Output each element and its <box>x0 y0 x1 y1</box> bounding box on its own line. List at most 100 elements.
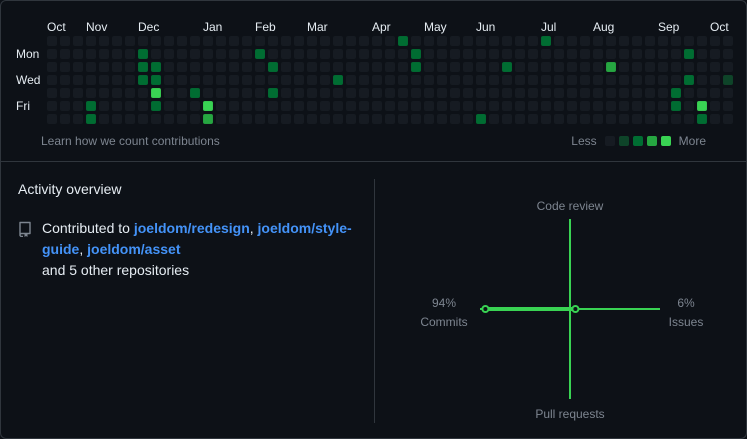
contribution-day-cell[interactable] <box>671 101 681 111</box>
contribution-day-cell[interactable] <box>450 36 460 46</box>
contribution-day-cell[interactable] <box>632 101 642 111</box>
contribution-day-cell[interactable] <box>580 62 590 72</box>
contribution-day-cell[interactable] <box>268 49 278 59</box>
contribution-day-cell[interactable] <box>658 62 668 72</box>
contribution-day-cell[interactable] <box>697 75 707 85</box>
contribution-day-cell[interactable] <box>580 114 590 124</box>
contribution-day-cell[interactable] <box>398 88 408 98</box>
contribution-day-cell[interactable] <box>658 75 668 85</box>
contribution-day-cell[interactable] <box>73 114 83 124</box>
contribution-day-cell[interactable] <box>411 88 421 98</box>
contribution-day-cell[interactable] <box>684 49 694 59</box>
contribution-day-cell[interactable] <box>502 75 512 85</box>
contribution-day-cell[interactable] <box>554 36 564 46</box>
contribution-day-cell[interactable] <box>450 114 460 124</box>
contribution-day-cell[interactable] <box>697 88 707 98</box>
contribution-day-cell[interactable] <box>424 49 434 59</box>
contribution-day-cell[interactable] <box>619 49 629 59</box>
contribution-day-cell[interactable] <box>385 36 395 46</box>
contribution-day-cell[interactable] <box>697 49 707 59</box>
contribution-day-cell[interactable] <box>450 49 460 59</box>
contribution-day-cell[interactable] <box>190 101 200 111</box>
contribution-day-cell[interactable] <box>294 88 304 98</box>
contribution-day-cell[interactable] <box>502 114 512 124</box>
contribution-day-cell[interactable] <box>203 88 213 98</box>
contribution-day-cell[interactable] <box>437 75 447 85</box>
contribution-day-cell[interactable] <box>528 62 538 72</box>
contribution-day-cell[interactable] <box>242 114 252 124</box>
contribution-day-cell[interactable] <box>203 36 213 46</box>
contribution-day-cell[interactable] <box>151 62 161 72</box>
contribution-day-cell[interactable] <box>372 36 382 46</box>
contribution-day-cell[interactable] <box>437 36 447 46</box>
contribution-day-cell[interactable] <box>645 88 655 98</box>
contribution-day-cell[interactable] <box>346 114 356 124</box>
contribution-day-cell[interactable] <box>567 49 577 59</box>
contribution-day-cell[interactable] <box>723 75 733 85</box>
contribution-day-cell[interactable] <box>333 101 343 111</box>
contribution-day-cell[interactable] <box>47 88 57 98</box>
contribution-day-cell[interactable] <box>125 88 135 98</box>
contribution-day-cell[interactable] <box>47 75 57 85</box>
contribution-day-cell[interactable] <box>424 36 434 46</box>
contribution-day-cell[interactable] <box>723 62 733 72</box>
contribution-day-cell[interactable] <box>567 88 577 98</box>
contribution-day-cell[interactable] <box>567 62 577 72</box>
contribution-day-cell[interactable] <box>281 114 291 124</box>
contribution-day-cell[interactable] <box>216 62 226 72</box>
contribution-day-cell[interactable] <box>73 36 83 46</box>
contribution-day-cell[interactable] <box>489 36 499 46</box>
contribution-day-cell[interactable] <box>151 88 161 98</box>
contribution-day-cell[interactable] <box>255 75 265 85</box>
contribution-day-cell[interactable] <box>229 62 239 72</box>
contribution-day-cell[interactable] <box>697 114 707 124</box>
contribution-day-cell[interactable] <box>541 75 551 85</box>
contribution-day-cell[interactable] <box>476 101 486 111</box>
contribution-day-cell[interactable] <box>593 49 603 59</box>
contribution-day-cell[interactable] <box>60 62 70 72</box>
contribution-day-cell[interactable] <box>541 62 551 72</box>
contribution-day-cell[interactable] <box>281 49 291 59</box>
contribution-day-cell[interactable] <box>125 62 135 72</box>
contribution-day-cell[interactable] <box>320 101 330 111</box>
contribution-day-cell[interactable] <box>99 101 109 111</box>
contribution-day-cell[interactable] <box>164 101 174 111</box>
contribution-day-cell[interactable] <box>164 88 174 98</box>
contribution-day-cell[interactable] <box>177 75 187 85</box>
contribution-day-cell[interactable] <box>294 75 304 85</box>
contribution-day-cell[interactable] <box>99 36 109 46</box>
contribution-day-cell[interactable] <box>229 36 239 46</box>
contribution-day-cell[interactable] <box>658 49 668 59</box>
contribution-day-cell[interactable] <box>203 49 213 59</box>
repo-link-asset[interactable]: joeldom/asset <box>87 241 181 257</box>
contribution-day-cell[interactable] <box>255 62 265 72</box>
contribution-day-cell[interactable] <box>645 36 655 46</box>
contribution-day-cell[interactable] <box>294 49 304 59</box>
contribution-day-cell[interactable] <box>216 36 226 46</box>
contribution-day-cell[interactable] <box>632 36 642 46</box>
contribution-day-cell[interactable] <box>515 49 525 59</box>
contribution-day-cell[interactable] <box>528 114 538 124</box>
contribution-day-cell[interactable] <box>645 101 655 111</box>
contribution-day-cell[interactable] <box>281 75 291 85</box>
contribution-day-cell[interactable] <box>684 62 694 72</box>
contribution-day-cell[interactable] <box>723 49 733 59</box>
contribution-day-cell[interactable] <box>47 36 57 46</box>
contribution-day-cell[interactable] <box>593 101 603 111</box>
contribution-day-cell[interactable] <box>190 88 200 98</box>
contribution-day-cell[interactable] <box>60 36 70 46</box>
contribution-day-cell[interactable] <box>515 114 525 124</box>
contribution-day-cell[interactable] <box>398 101 408 111</box>
contribution-day-cell[interactable] <box>593 36 603 46</box>
contribution-day-cell[interactable] <box>346 75 356 85</box>
contribution-day-cell[interactable] <box>606 49 616 59</box>
contribution-day-cell[interactable] <box>424 62 434 72</box>
contribution-day-cell[interactable] <box>138 62 148 72</box>
contribution-day-cell[interactable] <box>242 62 252 72</box>
contribution-day-cell[interactable] <box>398 49 408 59</box>
contribution-day-cell[interactable] <box>190 62 200 72</box>
contribution-day-cell[interactable] <box>593 62 603 72</box>
contribution-day-cell[interactable] <box>320 114 330 124</box>
contribution-day-cell[interactable] <box>606 62 616 72</box>
contribution-day-cell[interactable] <box>294 101 304 111</box>
